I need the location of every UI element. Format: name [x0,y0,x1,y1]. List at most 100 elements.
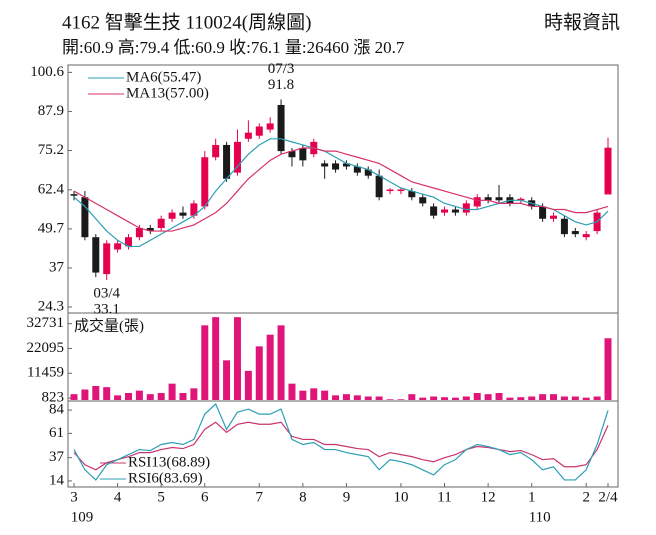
volume-bar [408,394,416,400]
candle-body [364,169,372,176]
volume-bar [593,396,601,400]
legend-label: RSI6(83.69) [128,470,203,486]
candle-body [244,132,252,139]
ma-line [73,147,609,232]
legend-label: RSI13(68.89) [128,454,210,470]
volume-bar [190,388,198,400]
volume-bar [288,383,296,400]
candle-body [299,148,307,161]
candle-body [190,203,198,216]
candle-body [233,141,241,173]
candle-body [495,197,503,201]
candle-body [168,212,176,219]
candle-body [473,197,481,207]
volume-bar [179,393,187,400]
x-year-label: 109 [71,509,94,525]
x-tick-label: 5 [157,489,165,505]
candle-body [114,243,122,250]
candle-body [517,198,525,201]
candle-body [408,191,416,198]
volume-bar [517,397,525,400]
candle-body [571,231,579,235]
y-tick-label: 11459 [27,365,64,381]
rsi-line [73,403,609,481]
x-tick-label: 11 [437,489,451,505]
y-tick-label: 84 [49,402,65,418]
candle-body [288,151,296,158]
volume-bar [310,388,318,400]
x-tick-label: 12 [481,489,496,505]
volume-bar [506,397,514,400]
candle-body [451,209,459,213]
candle-body [397,189,405,192]
candle-body [103,243,111,275]
candle-body [550,215,558,219]
y-tick-label: 14 [49,472,65,488]
volume-bar [451,397,459,400]
candle-body [212,144,220,158]
x-tick-label: 3 [70,489,78,505]
volume-title: 成交量(張) [74,316,144,334]
candle-body [539,206,547,219]
candle-body [277,104,285,152]
x-tick-label: 9 [343,489,351,505]
y-tick-label: 49.7 [38,220,65,236]
volume-bar [157,393,165,400]
candle-body [560,218,568,235]
candle-body [419,197,427,204]
y-tick-label: 100.6 [30,64,64,80]
candle-body [353,166,361,173]
y-tick-label: 37 [49,449,65,465]
legend-label: MA13(57.00) [126,85,209,101]
x-tick-label: 1 [528,489,536,505]
volume-bar [386,399,394,400]
volume-bar [462,396,470,400]
candle-body [146,227,154,232]
volume-bar [103,387,111,400]
x-tick-label: 8 [299,489,307,505]
volume-bar [539,394,547,400]
volume-bar [124,393,132,400]
legend-label: MA6(55.47) [126,69,201,85]
volume-bar [114,395,122,400]
volume-bar [342,394,350,400]
candle-body [462,203,470,213]
volume-bar [168,383,176,400]
volume-bar [332,395,340,400]
candle-body [332,163,340,170]
candle-body [255,126,263,136]
volume-bar [550,394,558,400]
candle-body [70,194,78,196]
candle-body [135,227,143,238]
volume-bar [201,325,209,400]
annotation-value: 91.8 [268,77,294,93]
volume-bar [233,317,241,400]
x-tick-label: 2 [582,489,590,505]
candle-body [375,175,383,198]
y-tick-label: 823 [42,390,65,406]
volume-bar [92,386,100,400]
y-tick-label: 24.3 [38,298,64,314]
volume-bar [353,395,361,400]
candle-body [604,147,612,195]
volume-bar [299,390,307,400]
candle-body [430,206,438,216]
volume-bar [266,334,274,400]
candle-body [484,197,492,201]
candle-body [223,144,231,179]
candle-body [179,212,187,216]
chart-title: 4162 智擊生技 110024(周線圖) [62,11,311,33]
annotation: 07/3 [268,61,295,77]
volume-bar [582,397,590,400]
volume-bar [473,393,481,400]
volume-bar [321,390,329,400]
annotation-value: 33.1 [94,301,120,317]
y-tick-label: 22095 [27,340,65,356]
subtitle: 開:60.9 高:79.4 低:60.9 收:76.1 量:26460 漲 20… [62,38,405,57]
ma-line [73,138,609,248]
y-tick-label: 32731 [27,315,65,331]
source: 時報資訊 [544,11,620,33]
volume-bar [560,396,568,400]
y-tick-label: 75.2 [38,142,64,158]
